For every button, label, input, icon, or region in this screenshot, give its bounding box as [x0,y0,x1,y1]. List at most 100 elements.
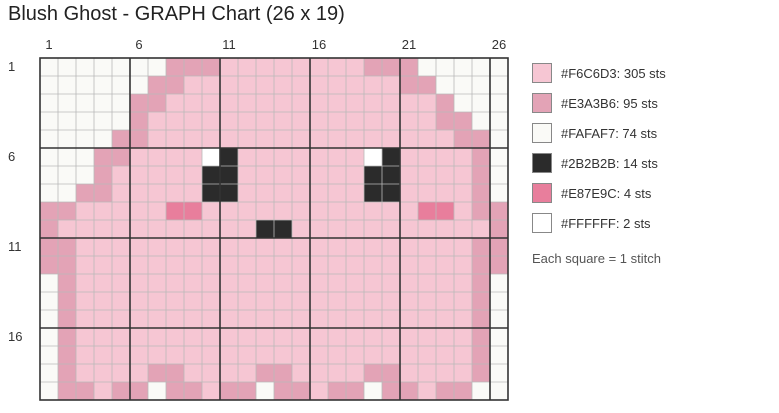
grid-cell [220,382,238,400]
legend-entry: #E87E9C: 4 sts [532,182,651,204]
grid-cell [238,274,256,292]
color-swatch [532,63,552,83]
grid-cell [436,94,454,112]
grid-cell [238,130,256,148]
legend-label: #FFFFFF: 2 sts [561,215,651,231]
grid-cell [202,112,220,130]
grid-cell [130,274,148,292]
grid-cell [292,274,310,292]
grid-cell [292,238,310,256]
row-number: 6 [8,149,16,164]
grid-cell [400,364,418,382]
grid-cell [364,112,382,130]
grid-cell [472,202,490,220]
grid-cell [148,292,166,310]
grid-cell [40,364,58,382]
grid-cell [238,310,256,328]
grid-cell [346,166,364,184]
grid-cell [436,184,454,202]
grid-cell [184,382,202,400]
grid-cell [454,238,472,256]
grid-cell [436,76,454,94]
grid-cell [364,148,382,166]
grid-cell [472,220,490,238]
grid-cell [148,220,166,238]
grid-cell [328,238,346,256]
grid-cell [454,166,472,184]
legend-entry: #2B2B2B: 14 sts [532,152,658,174]
color-swatch [532,183,552,203]
grid-cell [292,130,310,148]
grid-cell [238,166,256,184]
grid-cell [184,58,202,76]
grid-cell [382,310,400,328]
grid-cell [454,382,472,400]
grid-cell [40,346,58,364]
grid-cell [310,166,328,184]
color-swatch [532,213,552,233]
grid-cell [202,274,220,292]
grid-cell [148,274,166,292]
grid-cell [130,328,148,346]
grid-cell [490,166,508,184]
grid-cell [472,238,490,256]
grid-cell [166,220,184,238]
grid-cell [490,292,508,310]
grid-cell [292,184,310,202]
grid-cell [76,382,94,400]
grid-cell [202,382,220,400]
grid-cell [220,328,238,346]
grid-cell [310,130,328,148]
grid-cell [130,76,148,94]
grid-cell [220,364,238,382]
grid-cell [490,148,508,166]
grid-cell [202,58,220,76]
grid-cell [148,130,166,148]
grid-cell [274,130,292,148]
grid-cell [364,256,382,274]
grid-cell [130,184,148,202]
grid-cell [418,274,436,292]
grid-cell [76,166,94,184]
grid-cell [472,310,490,328]
grid-cell [328,184,346,202]
grid-cell [148,346,166,364]
grid-cell [310,184,328,202]
grid-cell [256,382,274,400]
grid-cell [220,58,238,76]
column-number: 16 [311,37,327,52]
grid-cell [76,364,94,382]
grid-cell [382,364,400,382]
grid-cell [166,112,184,130]
grid-cell [382,274,400,292]
grid-cell [274,94,292,112]
grid-cell [58,58,76,76]
grid-cell [238,292,256,310]
grid-cell [112,112,130,130]
grid-cell [94,364,112,382]
grid-cell [472,94,490,112]
grid-cell [472,184,490,202]
grid-cell [292,148,310,166]
grid-cell [472,58,490,76]
grid-cell [58,364,76,382]
grid-cell [220,346,238,364]
grid-cell [454,310,472,328]
grid-cell [436,364,454,382]
grid-cell [346,94,364,112]
grid-cell [454,274,472,292]
grid-cell [364,202,382,220]
grid-cell [130,256,148,274]
color-swatch [532,93,552,113]
grid-cell [490,328,508,346]
grid-cell [76,274,94,292]
grid-cell [220,220,238,238]
grid-cell [76,76,94,94]
grid-cell [202,76,220,94]
grid-cell [436,346,454,364]
grid-cell [130,112,148,130]
grid-cell [202,256,220,274]
grid-cell [292,256,310,274]
grid-cell [490,274,508,292]
grid-cell [274,256,292,274]
